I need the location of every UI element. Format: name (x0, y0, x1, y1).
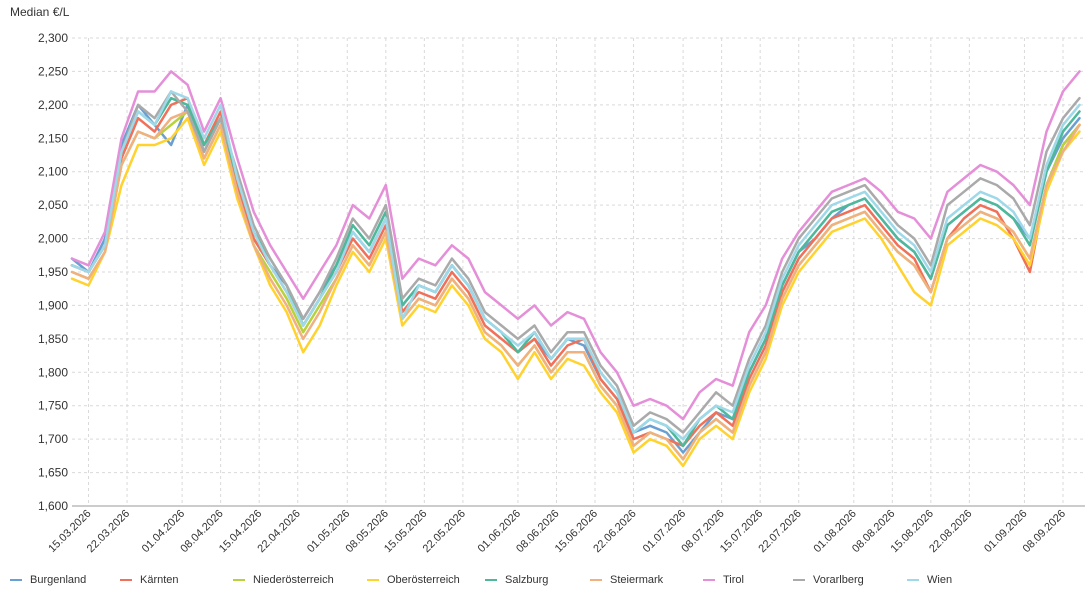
series-line-tirol (70, 70, 1081, 421)
y-tick-label: 2,100 (38, 165, 68, 179)
y-tick-label: 1,800 (38, 365, 68, 379)
series-lines (70, 70, 1081, 468)
legend-label: Kärnten (140, 574, 179, 586)
series-line-vorarlberg (70, 90, 1081, 434)
y-tick-label: 2,250 (38, 64, 68, 78)
y-axis-tick-labels: 1,600 1,650 1,700 1,750 1,800 1,850 1,900 1,950… (38, 31, 68, 513)
legend-label: Tirol (723, 574, 744, 586)
legend-swatch (590, 579, 602, 581)
y-tick-label: 2,150 (38, 131, 68, 145)
legend-label: Vorarlberg (813, 574, 864, 586)
series-line-karnten (70, 96, 1081, 448)
y-tick-label: 2,050 (38, 198, 68, 212)
legend-item-vorarlberg[interactable]: Vorarlberg (793, 574, 864, 586)
y-tick-label: 2,000 (38, 232, 68, 246)
y-tick-label: 1,650 (38, 466, 68, 480)
y-axis-title: Median €/L (10, 5, 70, 19)
legend-item-tirol[interactable]: Tirol (703, 574, 744, 586)
y-tick-label: 1,950 (38, 265, 68, 279)
y-tick-label: 1,850 (38, 332, 68, 346)
series-line-steiermark (70, 110, 1081, 461)
legend-item-karnten[interactable]: Kärnten (120, 574, 179, 586)
y-tick-label: 1,700 (38, 432, 68, 446)
series-line-burgenland (70, 103, 1081, 454)
y-tick-label: 2,300 (38, 31, 68, 45)
legend-swatch (485, 579, 497, 581)
legend-item-salzburg[interactable]: Salzburg (485, 574, 548, 586)
legend-item-steiermark[interactable]: Steiermark (590, 574, 663, 586)
legend-label: Wien (927, 574, 953, 586)
legend-label: Niederösterreich (253, 574, 334, 586)
legend-item-wien[interactable]: Wien (907, 574, 952, 586)
series-line-wien (70, 90, 1081, 441)
y-tick-label: 1,900 (38, 298, 68, 312)
series-line-oberosterreich (70, 116, 1081, 468)
legend-swatch (907, 579, 919, 581)
legend-swatch (793, 579, 805, 581)
legend-swatch (233, 579, 245, 581)
legend-swatch (367, 579, 379, 581)
legend-label: Salzburg (505, 574, 549, 586)
line-chart: 1,600 1,650 1,700 1,750 1,800 1,850 1,900 1,950… (10, 5, 1085, 555)
legend-item-niederosterreich[interactable]: Niederösterreich (233, 574, 334, 586)
legend-item-oberosterreich[interactable]: Oberösterreich (367, 574, 460, 586)
legend-label: Oberösterreich (387, 574, 460, 586)
legend-swatch (120, 579, 132, 581)
legend-item-burgenland[interactable]: Burgenland (10, 574, 86, 586)
legend: Burgenland Kärnten Niederösterreich Oberöst… (10, 574, 1090, 592)
y-tick-label: 1,600 (38, 499, 68, 513)
legend-swatch (703, 579, 715, 581)
legend-swatch (10, 579, 22, 581)
y-tick-label: 1,750 (38, 399, 68, 413)
y-tick-label: 2,200 (38, 98, 68, 112)
legend-label: Steiermark (610, 574, 664, 586)
legend-label: Burgenland (30, 574, 87, 586)
